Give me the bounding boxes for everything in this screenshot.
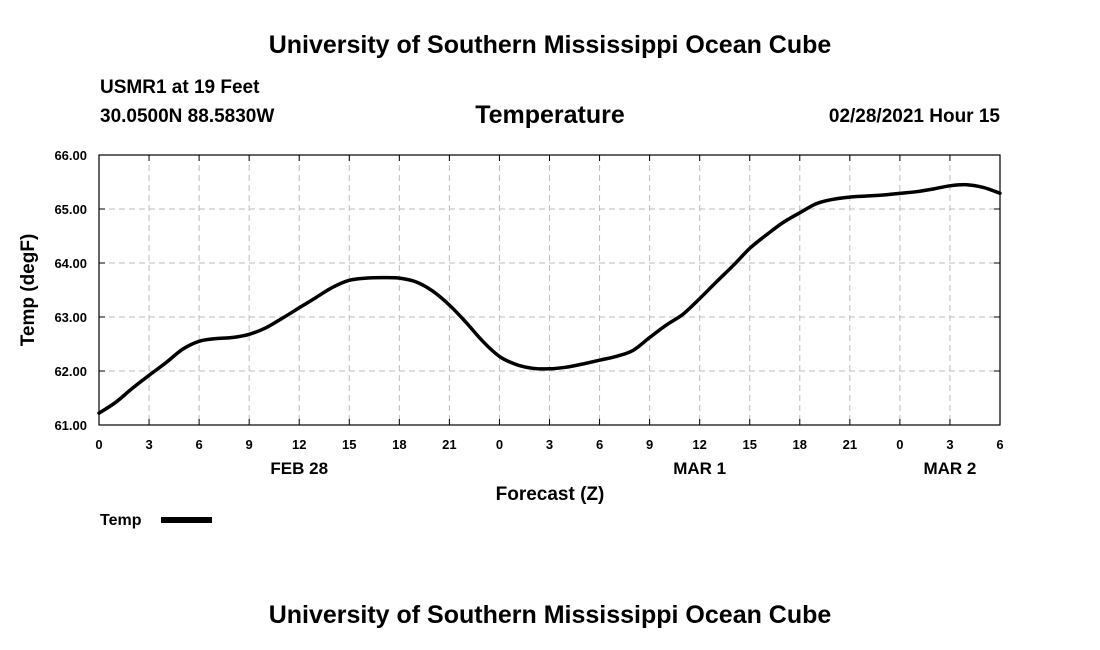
timestamp-label: 02/28/2021 Hour 15 [828, 106, 1000, 127]
x-tick-label: 15 [342, 437, 356, 452]
x-tick-label: 3 [546, 437, 553, 452]
y-tick-label: 63.00 [54, 310, 87, 325]
y-tick-label: 64.00 [54, 256, 87, 271]
bottom-title: University of Southern Mississippi Ocean… [268, 601, 832, 629]
legend-label: Temp [100, 512, 142, 529]
x-tick-label: 6 [596, 437, 603, 452]
x-axis-label: Forecast (Z) [496, 484, 605, 505]
station-label: USMR1 at 19 Feet [100, 77, 260, 98]
x-tick-label: 3 [145, 437, 152, 452]
x-tick-label: 21 [843, 437, 857, 452]
x-tick-label: 9 [246, 437, 253, 452]
x-tick-label: 12 [292, 437, 306, 452]
y-ticks: 61.00 62.00 63.00 64.00 65.00 66.00 [54, 148, 1000, 433]
x-tick-label: 18 [392, 437, 406, 452]
x-tick-label: 18 [793, 437, 807, 452]
x-tick-label: 3 [946, 437, 953, 452]
x-tick-label: 12 [692, 437, 706, 452]
x-tick-label: 21 [442, 437, 456, 452]
date-label: MAR 2 [923, 459, 976, 478]
date-label: FEB 28 [270, 459, 328, 478]
grid-lines [99, 155, 1000, 425]
series-line-temp [97, 182, 1002, 415]
x-tick-label: 9 [646, 437, 653, 452]
date-labels: FEB 28 MAR 1 MAR 2 [270, 459, 976, 478]
y-axis-label: Temp (degF) [18, 234, 39, 347]
x-tick-label: 0 [95, 437, 102, 452]
coords-label: 30.0500N 88.5830W [100, 106, 275, 127]
date-label: MAR 1 [673, 459, 726, 478]
y-tick-label: 61.00 [54, 418, 87, 433]
x-tick-label: 15 [742, 437, 756, 452]
x-tick-label: 0 [896, 437, 903, 452]
y-tick-label: 66.00 [54, 148, 87, 163]
x-ticks: 0 3 6 9 12 15 18 21 0 3 6 9 12 15 18 21 0 3 6 [95, 155, 1004, 452]
top-title: University of Southern Mississippi Ocean… [268, 31, 832, 59]
x-tick-label: 6 [195, 437, 202, 452]
x-tick-label: 0 [496, 437, 503, 452]
y-tick-label: 65.00 [54, 202, 87, 217]
chart-title: Temperature [475, 101, 625, 129]
y-tick-label: 62.00 [54, 364, 87, 379]
x-tick-label: 6 [996, 437, 1003, 452]
